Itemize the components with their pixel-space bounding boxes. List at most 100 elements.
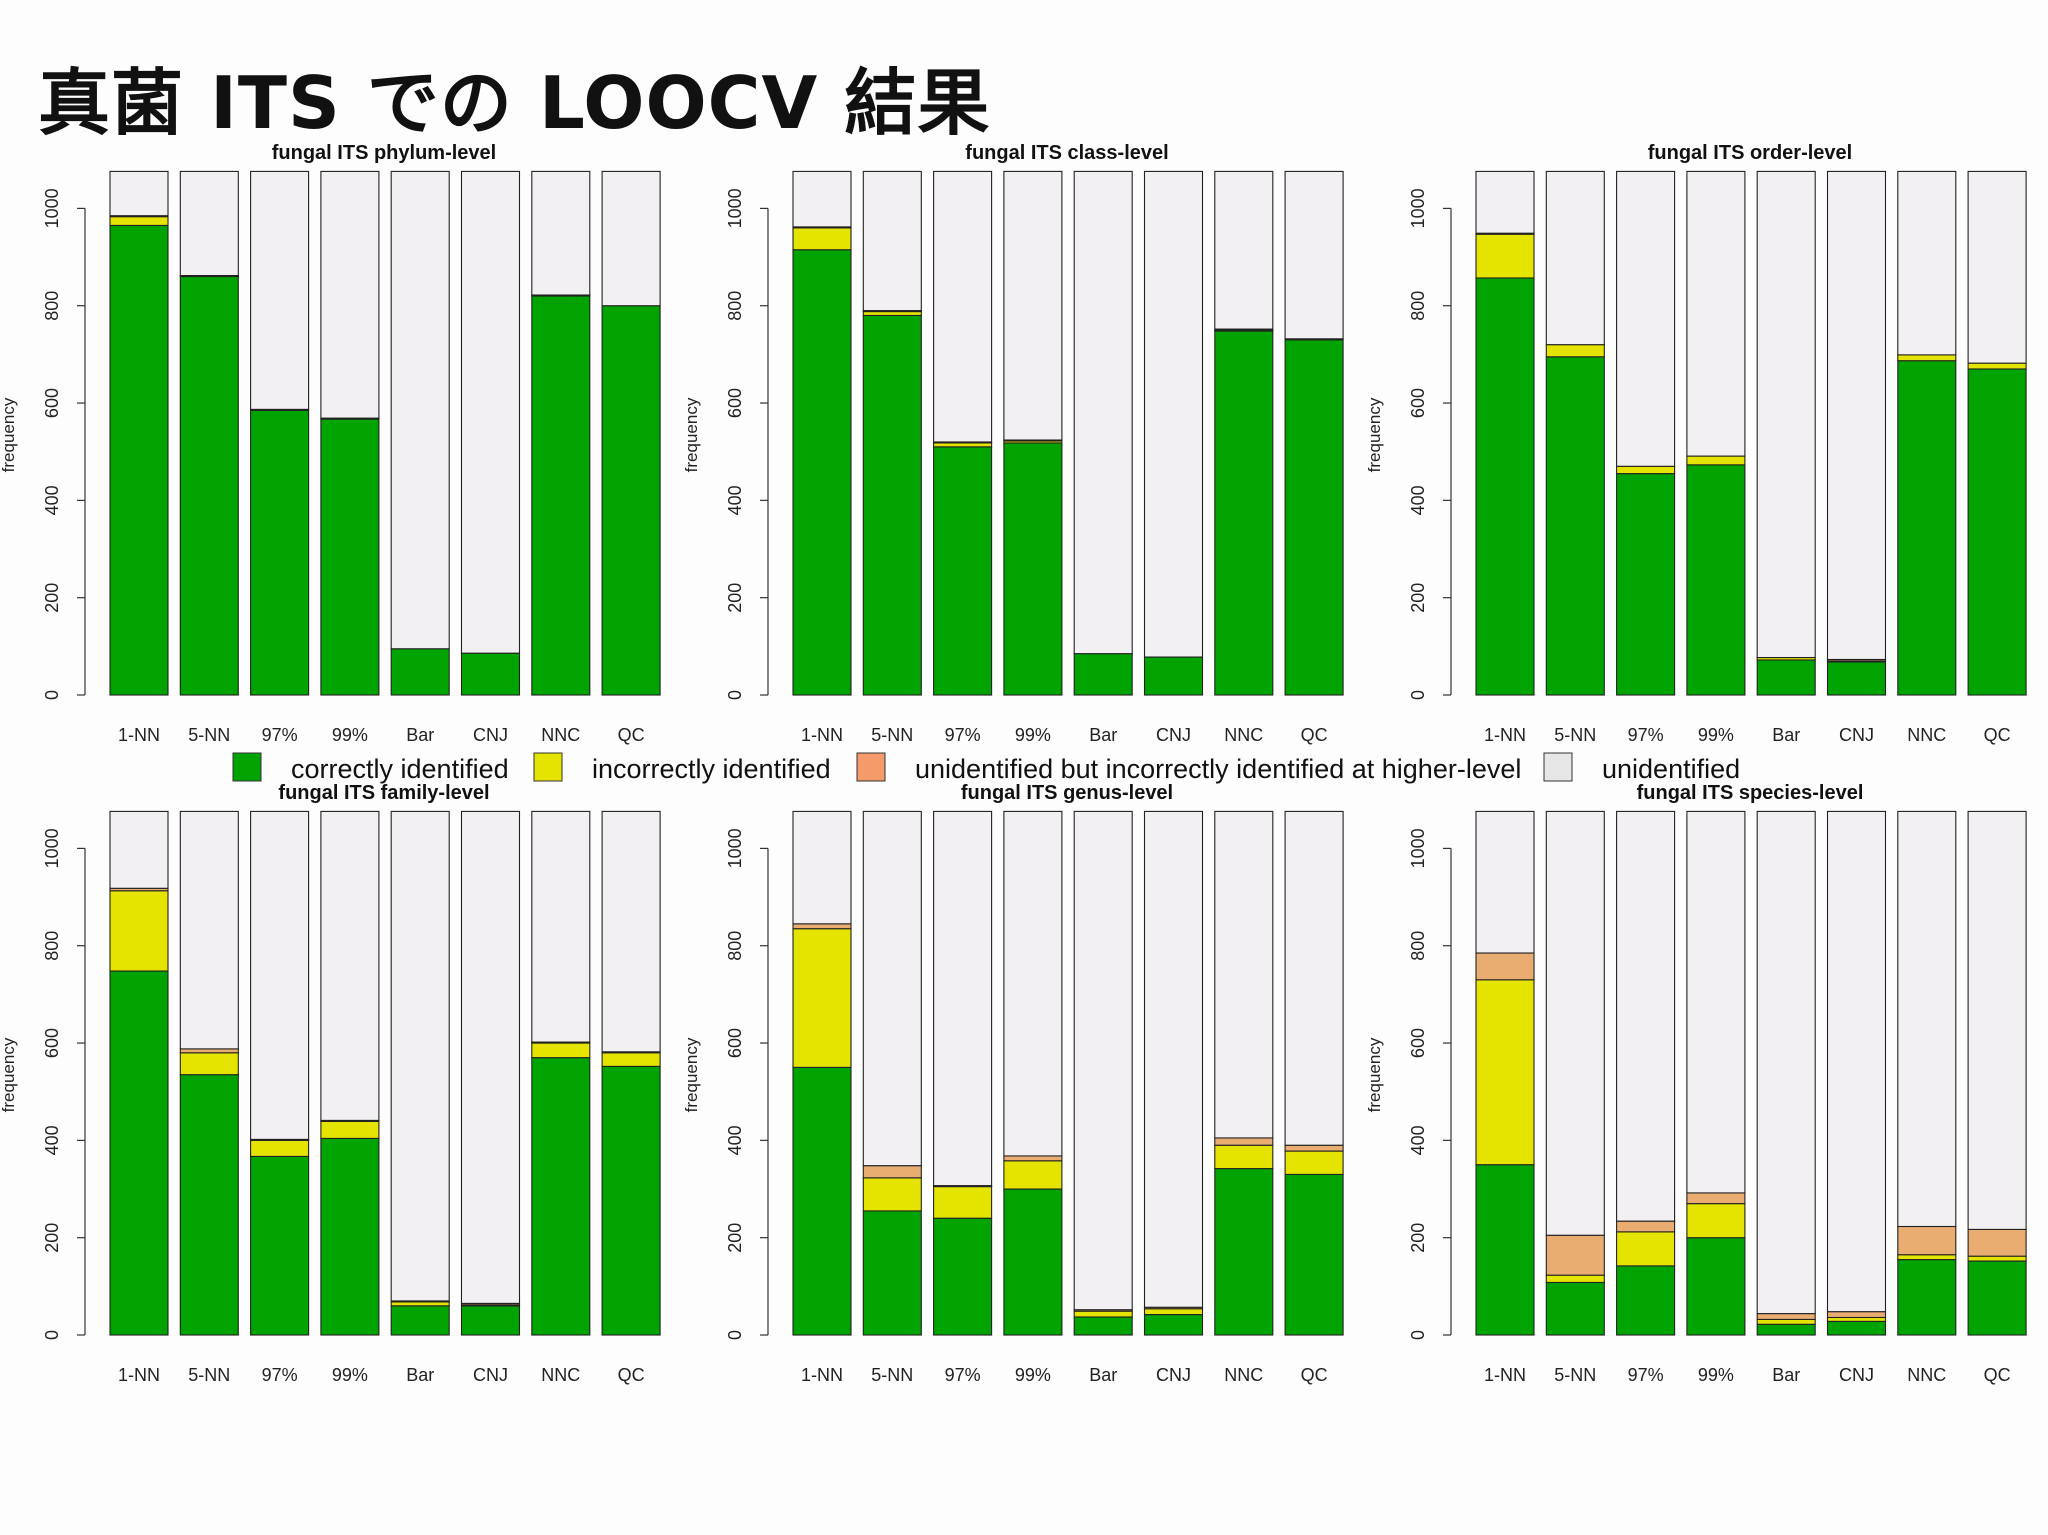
- bar-segment-incorrect: [1616, 1231, 1676, 1267]
- bar-segment-correct: [1284, 1173, 1344, 1336]
- y-tick-label: 1000: [725, 188, 745, 228]
- bar-segment-unidentified: [1143, 170, 1204, 658]
- bar-segment-higher: [792, 923, 852, 930]
- chart-panel-6: fungal ITS species-level 0 200 400 600 800 100…: [1365, 782, 2027, 1385]
- x-tick-label: 99%: [332, 1365, 368, 1385]
- bar-segment-incorrect: [1967, 362, 2027, 370]
- bar-segment-unidentified: [792, 170, 852, 228]
- bar-segment-incorrect: [1545, 1274, 1605, 1283]
- y-tick-label: 0: [42, 690, 62, 700]
- x-tick-label: 5-NN: [188, 1365, 230, 1385]
- bar-segment-unidentified: [933, 810, 993, 1187]
- bar-segment-incorrect: [250, 1139, 310, 1157]
- chart-panel-4: fungal ITS family-level 0 200 400 600 800 1000…: [0, 782, 661, 1385]
- x-tick-label: 5-NN: [188, 725, 230, 745]
- bar-segment-incorrect: [320, 1120, 380, 1139]
- bar-segment-unidentified: [109, 170, 169, 217]
- bar-segment-incorrect: [1686, 455, 1746, 466]
- bar-segment-incorrect: [601, 1052, 661, 1067]
- bar-segment-incorrect: [1756, 1318, 1816, 1325]
- x-tick-label: 97%: [945, 725, 981, 745]
- bar-segment-correct: [531, 295, 591, 696]
- bar-segment-unidentified: [390, 170, 450, 650]
- bar-segment-incorrect: [1003, 1160, 1063, 1190]
- bar-segment-incorrect: [109, 890, 169, 972]
- bar-segment-incorrect: [1475, 233, 1535, 279]
- bar-segment-correct: [1616, 473, 1676, 696]
- x-tick-label: NNC: [1224, 725, 1263, 745]
- x-tick-label: 97%: [262, 1365, 298, 1385]
- bar-segment-unidentified: [460, 810, 521, 1304]
- legend-label-unidentified: unidentified: [1602, 754, 1740, 784]
- chart-title: fungal ITS class-level: [965, 142, 1168, 164]
- y-axis-label: frequency: [0, 397, 18, 472]
- bar-segment-correct: [320, 1137, 380, 1336]
- bar-segment-correct: [1545, 356, 1605, 696]
- bar-segment-unidentified: [1073, 810, 1133, 1311]
- bar-segment-correct: [1686, 464, 1746, 696]
- bar-segment-incorrect: [792, 928, 852, 1068]
- bar-segment-incorrect: [933, 1186, 993, 1219]
- bar-segment-incorrect: [1967, 1255, 2027, 1262]
- bar-segment-incorrect: [179, 1052, 239, 1076]
- bar-segment-incorrect: [792, 227, 852, 251]
- bar-segment-correct: [862, 314, 922, 696]
- bar-segment-correct: [1284, 339, 1344, 696]
- x-tick-label: Bar: [1772, 725, 1800, 745]
- legend-label-higher: unidentified but incorrectly identified …: [915, 754, 1521, 784]
- legend-label-correct: correctly identified: [291, 754, 509, 784]
- y-tick-label: 400: [42, 1125, 62, 1155]
- y-tick-label: 600: [725, 388, 745, 418]
- y-tick-label: 200: [42, 583, 62, 613]
- x-tick-label: CNJ: [1156, 1365, 1191, 1385]
- bar-segment-higher: [1826, 1311, 1887, 1319]
- y-tick-label: 0: [1408, 1330, 1428, 1340]
- y-axis-label: frequency: [0, 1037, 18, 1112]
- bar-segment-unidentified: [1545, 170, 1605, 346]
- bar-segment-unidentified: [109, 810, 169, 889]
- bar-segment-incorrect: [531, 1042, 591, 1059]
- y-axis-label: frequency: [1365, 397, 1384, 472]
- y-tick-label: 800: [42, 291, 62, 321]
- legend-swatch-correct: [232, 752, 262, 782]
- bar-segment-unidentified: [933, 170, 993, 443]
- bar-segment-correct: [1616, 1265, 1676, 1336]
- x-tick-label: NNC: [1907, 1365, 1946, 1385]
- x-tick-label: CNJ: [1156, 725, 1191, 745]
- bar-segment-incorrect: [1143, 1308, 1204, 1316]
- bar-segment-unidentified: [1214, 170, 1274, 330]
- x-tick-label: QC: [1984, 725, 2011, 745]
- bar-segment-incorrect: [1545, 344, 1605, 358]
- legend-swatch-unidentified: [1543, 752, 1573, 782]
- bar-segment-correct: [250, 1155, 310, 1336]
- bar-segment-correct: [1475, 1164, 1535, 1336]
- y-tick-label: 1000: [1408, 188, 1428, 228]
- chart-panel-2: fungal ITS class-level 0 200 400 600 800 1000 f…: [682, 142, 1344, 745]
- x-tick-label: NNC: [1907, 725, 1946, 745]
- x-tick-label: QC: [1984, 1365, 2011, 1385]
- y-tick-label: 400: [1408, 485, 1428, 515]
- bar-segment-correct: [179, 275, 239, 696]
- bar-segment-correct: [1073, 653, 1133, 696]
- bar-segment-incorrect: [1897, 354, 1957, 362]
- bar-segment-unidentified: [1967, 810, 2027, 1230]
- x-tick-label: CNJ: [1839, 1365, 1874, 1385]
- bar-segment-unidentified: [531, 170, 591, 296]
- bar-segment-incorrect: [1284, 1150, 1344, 1175]
- y-tick-label: 200: [1408, 583, 1428, 613]
- bar-segment-incorrect: [1073, 1310, 1133, 1318]
- x-tick-label: CNJ: [1839, 725, 1874, 745]
- x-tick-label: QC: [1301, 1365, 1328, 1385]
- chart-panel-3: fungal ITS order-level 0 200 400 600 800 1000 f…: [1365, 142, 2027, 745]
- bar-segment-unidentified: [1143, 810, 1204, 1308]
- bar-segment-unidentified: [1003, 170, 1063, 441]
- x-tick-label: 5-NN: [1554, 1365, 1596, 1385]
- x-tick-label: NNC: [1224, 1365, 1263, 1385]
- legend-swatch-incorrect: [533, 752, 563, 782]
- x-tick-label: 97%: [945, 1365, 981, 1385]
- bar-segment-higher: [1214, 1137, 1274, 1146]
- bar-segment-higher: [1003, 1155, 1063, 1162]
- bar-segment-correct: [1003, 1188, 1063, 1336]
- bar-segment-correct: [1897, 360, 1957, 696]
- bar-segment-higher: [1545, 1234, 1605, 1276]
